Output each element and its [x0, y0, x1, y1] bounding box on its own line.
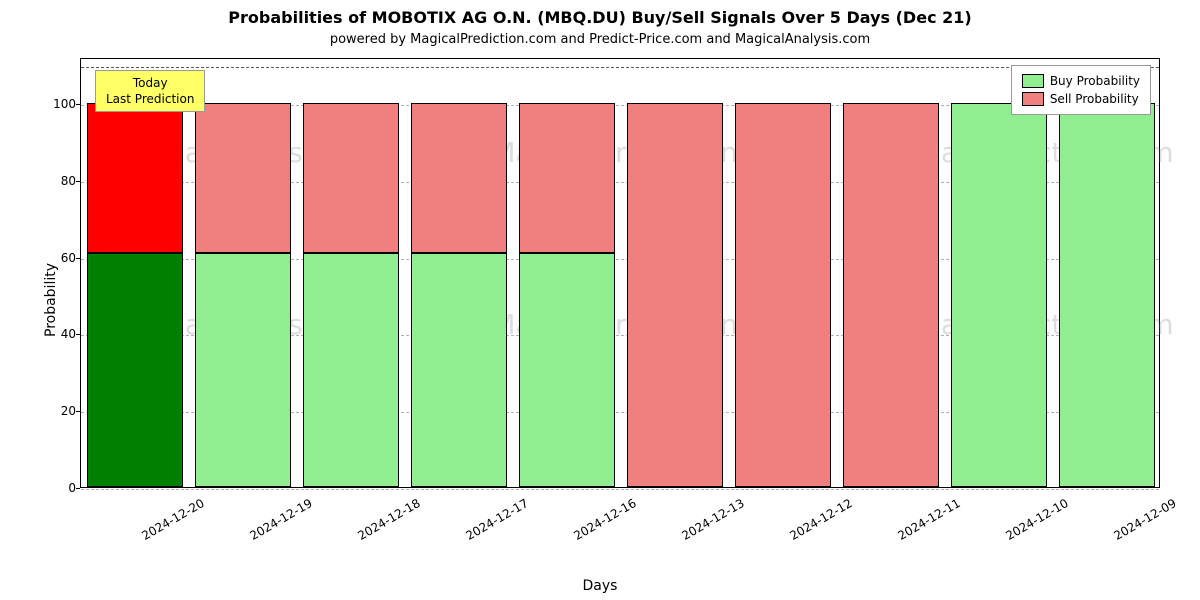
bar-sell — [843, 103, 938, 487]
x-tick-label: 2024-12-12 — [787, 496, 854, 543]
legend-item-buy: Buy Probability — [1022, 72, 1140, 90]
bar-buy — [951, 103, 1046, 487]
x-tick-label: 2024-12-13 — [679, 496, 746, 543]
bar-group — [627, 57, 722, 487]
bar-sell — [411, 103, 506, 253]
bar-group — [1059, 57, 1154, 487]
reference-line — [81, 67, 1159, 68]
bar-sell — [303, 103, 398, 253]
x-tick-label: 2024-12-10 — [1003, 496, 1070, 543]
bar-group — [951, 57, 1046, 487]
bar-group — [87, 57, 182, 487]
y-tick-label: 20 — [48, 404, 76, 418]
y-tick-label: 0 — [48, 481, 76, 495]
bar-buy — [519, 253, 614, 487]
y-axis-label: Probability — [43, 263, 59, 337]
legend-label-buy: Buy Probability — [1050, 72, 1140, 90]
y-tick-label: 80 — [48, 174, 76, 188]
bar-buy — [303, 253, 398, 487]
bar-group — [843, 57, 938, 487]
chart-subtitle: powered by MagicalPrediction.com and Pre… — [0, 32, 1200, 47]
bar-buy — [411, 253, 506, 487]
today-annotation-line1: Today — [106, 75, 194, 91]
bar-buy — [1059, 103, 1154, 487]
bar-sell — [735, 103, 830, 487]
bar-group — [519, 57, 614, 487]
x-tick-label: 2024-12-20 — [139, 496, 206, 543]
y-tick-label: 60 — [48, 251, 76, 265]
today-annotation-line2: Last Prediction — [106, 91, 194, 107]
chart-container: Probabilities of MOBOTIX AG O.N. (MBQ.DU… — [0, 0, 1200, 600]
legend: Buy Probability Sell Probability — [1011, 65, 1151, 115]
x-tick-label: 2024-12-09 — [1111, 496, 1178, 543]
bar-group — [195, 57, 290, 487]
chart-title: Probabilities of MOBOTIX AG O.N. (MBQ.DU… — [0, 8, 1200, 27]
x-tick-label: 2024-12-11 — [895, 496, 962, 543]
legend-swatch-sell — [1022, 92, 1044, 106]
bar-group — [735, 57, 830, 487]
bar-buy — [87, 253, 182, 487]
legend-item-sell: Sell Probability — [1022, 90, 1140, 108]
bar-sell — [195, 103, 290, 253]
x-tick-label: 2024-12-17 — [463, 496, 530, 543]
plot-area: MagicalAnalysis.comMagicalPrediction.com… — [80, 58, 1160, 488]
y-tick-label: 40 — [48, 327, 76, 341]
x-tick-label: 2024-12-18 — [355, 496, 422, 543]
legend-label-sell: Sell Probability — [1050, 90, 1139, 108]
bar-sell — [519, 103, 614, 253]
gridline — [81, 489, 1159, 490]
bar-sell — [627, 103, 722, 487]
y-tick-label: 100 — [48, 97, 76, 111]
bar-group — [411, 57, 506, 487]
x-tick-label: 2024-12-16 — [571, 496, 638, 543]
bar-group — [303, 57, 398, 487]
x-tick-label: 2024-12-19 — [247, 496, 314, 543]
y-tick-mark — [76, 488, 80, 489]
bar-sell — [87, 103, 182, 253]
x-axis-label: Days — [0, 578, 1200, 594]
today-annotation: Today Last Prediction — [95, 70, 205, 112]
legend-swatch-buy — [1022, 74, 1044, 88]
bar-buy — [195, 253, 290, 487]
